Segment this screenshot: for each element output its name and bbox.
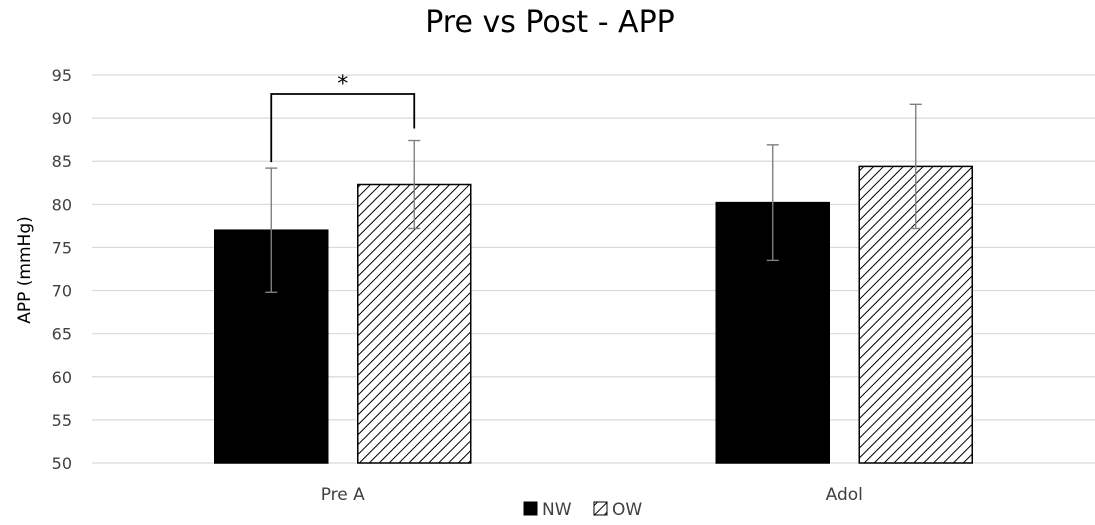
y-tick-label: 60 xyxy=(52,368,72,387)
y-axis-label: APP (mmHg) xyxy=(15,216,35,324)
y-tick-label: 90 xyxy=(52,109,72,128)
bar-nw-adol xyxy=(715,201,830,464)
legend-label-nw: NW xyxy=(542,500,572,520)
y-tick-label: 55 xyxy=(52,411,72,430)
significance-star: * xyxy=(337,72,348,97)
significance-bracket xyxy=(270,93,416,163)
y-tick-label: 50 xyxy=(52,454,72,473)
annotations: * xyxy=(270,72,416,163)
y-axis-ticks: 50 55 60 65 70 75 80 85 90 95 xyxy=(52,66,72,473)
x-axis-categories: Pre A Adol xyxy=(321,485,863,505)
y-tick-label: 65 xyxy=(52,325,72,344)
y-tick-label: 80 xyxy=(52,195,72,214)
error-bars xyxy=(265,103,922,293)
legend-label-ow: OW xyxy=(612,500,642,520)
legend-swatch-ow xyxy=(593,501,608,516)
bar-ow-pre-a xyxy=(357,183,472,464)
legend: NW OW xyxy=(523,500,642,520)
y-tick-label: 95 xyxy=(52,66,72,85)
y-tick-label: 70 xyxy=(52,282,72,301)
x-category-label: Pre A xyxy=(321,485,365,505)
chart-title: Pre vs Post - APP xyxy=(425,5,675,40)
bars xyxy=(214,165,973,464)
y-tick-label: 75 xyxy=(52,238,72,257)
x-category-label: Adol xyxy=(826,485,863,505)
legend-swatch-nw xyxy=(523,501,538,516)
y-tick-label: 85 xyxy=(52,152,72,171)
